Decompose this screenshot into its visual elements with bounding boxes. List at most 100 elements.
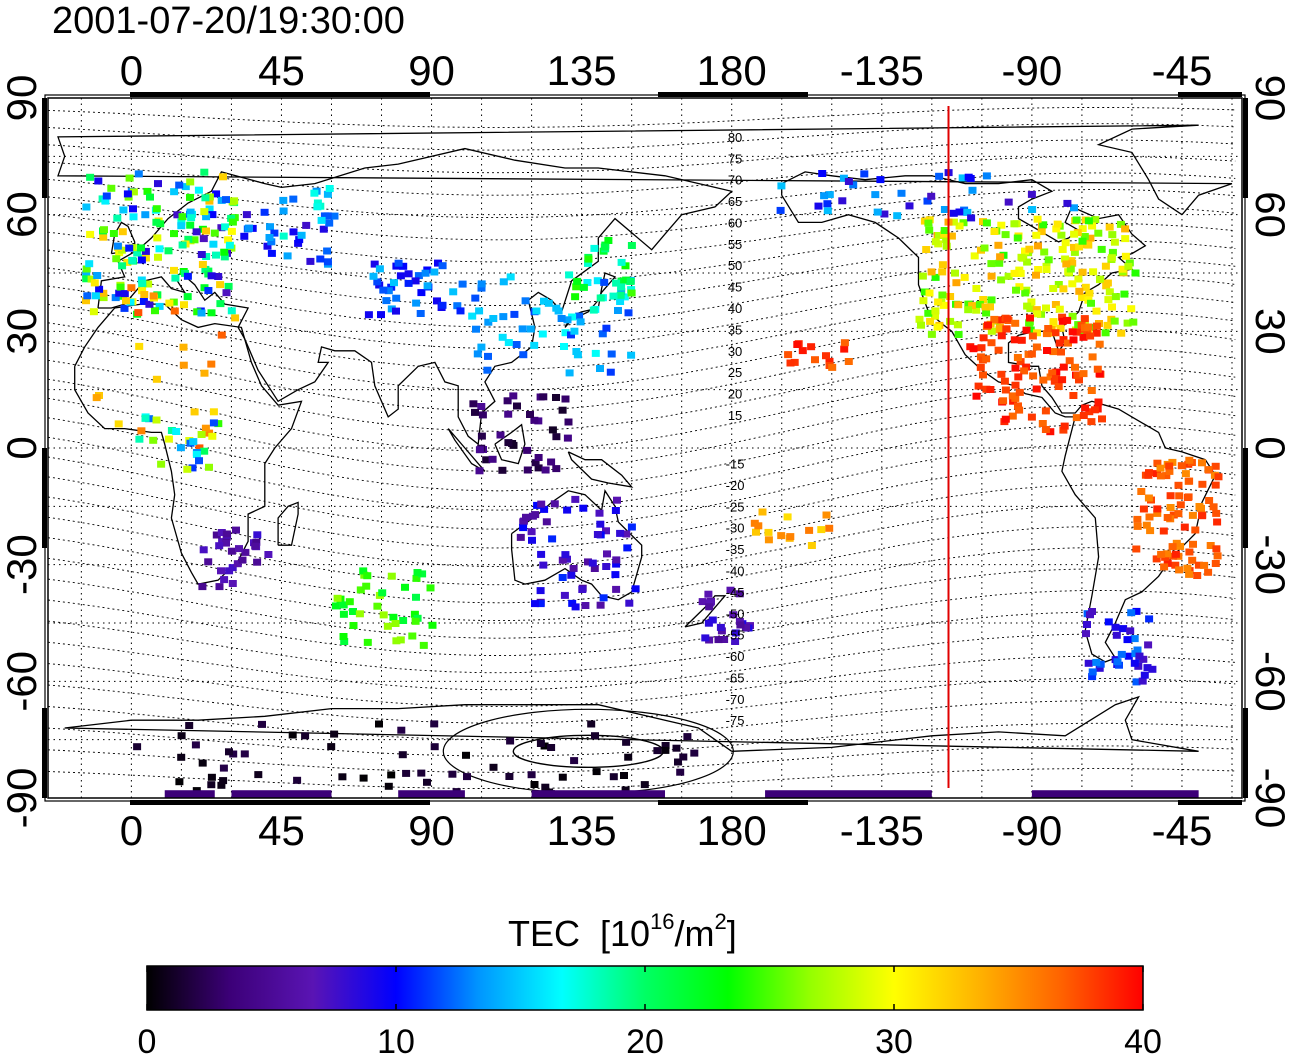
tec-pixel: [1157, 550, 1166, 558]
unit-prefix: [10: [600, 913, 651, 954]
tec-pixel: [701, 634, 710, 642]
left-lat-label: -90: [0, 768, 45, 829]
tec-pixel: [178, 241, 187, 249]
tec-pixel: [924, 309, 933, 317]
tec-pixel: [171, 274, 180, 282]
tec-pixel: [316, 255, 325, 263]
tec-pixel: [541, 783, 550, 791]
tec-pixel: [1057, 348, 1065, 356]
tec-pixel: [426, 584, 435, 592]
tec-pixel: [225, 241, 234, 249]
tec-pixel: [1037, 228, 1046, 236]
tec-pixel: [225, 748, 233, 756]
tec-pixel: [876, 176, 885, 184]
tec-pixel: [708, 616, 717, 624]
tec-pixel: [1168, 458, 1177, 466]
tec-pixel: [1062, 260, 1071, 268]
tec-pixel: [611, 571, 620, 579]
tec-pixel: [1123, 319, 1132, 327]
tec-pixel: [219, 764, 228, 772]
frame-tick-bar: [658, 800, 808, 805]
tec-pixel: [583, 279, 592, 286]
tec-pixel: [392, 637, 401, 645]
tec-pixel: [1195, 503, 1204, 510]
tec-pixel: [1163, 550, 1172, 558]
mag-lat-contour: [48, 385, 1236, 472]
tec-pixel: [219, 173, 227, 181]
tec-pixel: [1056, 324, 1065, 332]
tec-pixel: [622, 276, 631, 284]
tec-pixel: [294, 239, 303, 247]
tec-pixel: [433, 297, 441, 305]
tec-pixel: [1185, 477, 1194, 485]
mag-lat-contour: [48, 155, 1236, 196]
tec-pixel: [974, 382, 983, 390]
contour-label: -75: [726, 713, 745, 728]
tec-pixel: [205, 193, 214, 201]
tec-pixel: [254, 771, 263, 779]
tec-pixel: [754, 522, 763, 530]
tec-pixel: [202, 227, 210, 235]
tec-pixel: [698, 598, 707, 606]
tec-pixel: [100, 226, 108, 234]
bottom-lon-label: 0: [120, 807, 143, 854]
contour-label: 70: [728, 173, 742, 188]
tec-pixel: [1028, 206, 1037, 213]
tec-pixel: [607, 350, 616, 358]
tec-pixel: [297, 231, 306, 239]
tec-pixel: [1111, 293, 1120, 301]
tec-pixel: [1010, 220, 1019, 228]
tec-pixel: [1017, 253, 1026, 261]
tec-pixel: [893, 212, 902, 220]
tec-pixel: [1072, 216, 1081, 224]
coastline: [97, 147, 734, 446]
tec-pixel: [716, 623, 725, 631]
tec-pixel: [144, 280, 153, 288]
tec-pixel: [953, 321, 962, 329]
tec-pixel: [786, 533, 795, 541]
tec-pixel: [1200, 561, 1209, 569]
mag-lat-contour: [48, 547, 1236, 622]
tec-pixel: [134, 309, 143, 317]
tec-pixel: [153, 234, 162, 242]
tec-pixel: [101, 197, 110, 205]
mag-lat-contour: [48, 107, 1236, 128]
coastline: [64, 695, 1199, 752]
tec-pixel: [1042, 330, 1051, 338]
tec-pixel: [1041, 426, 1050, 433]
tec-pixel: [1204, 466, 1213, 474]
tec-pixel: [240, 232, 249, 240]
tec-pixel: [423, 282, 432, 290]
tec-pixel: [1025, 245, 1034, 253]
tec-pixel: [1153, 459, 1162, 467]
tec-pixel: [563, 506, 572, 514]
tec-pixel: [1078, 225, 1087, 233]
tec-pixel: [115, 289, 124, 297]
tec-pixel: [222, 289, 231, 297]
contour-label: -65: [726, 670, 745, 685]
tec-pixel: [1068, 312, 1077, 320]
tec-pixel: [571, 293, 580, 301]
tec-pixel: [627, 289, 636, 297]
tec-pixel: [170, 266, 178, 274]
tec-pixel: [146, 193, 154, 201]
tec-pixel: [1032, 306, 1041, 314]
tec-pixel: [120, 304, 129, 312]
tec-pixel: [1086, 234, 1095, 242]
tec-pixel: [530, 781, 539, 788]
tec-pixel: [473, 350, 482, 358]
tec-pixel: [624, 309, 633, 317]
tec-pixel: [164, 247, 173, 255]
tec-pixel: [245, 224, 253, 232]
colorbar: [146, 965, 1144, 1011]
tec-pixel: [814, 202, 823, 210]
frame-tick-bar: [1243, 448, 1248, 548]
tec-pixel: [571, 495, 580, 503]
tec-pixel: [102, 192, 111, 200]
tec-pixel: [331, 602, 340, 610]
tec-pixel: [925, 226, 934, 234]
tec-pixel: [931, 312, 939, 320]
tec-pixel: [777, 182, 786, 190]
tec-pixel: [279, 232, 288, 240]
tec-pixel: [611, 507, 620, 514]
